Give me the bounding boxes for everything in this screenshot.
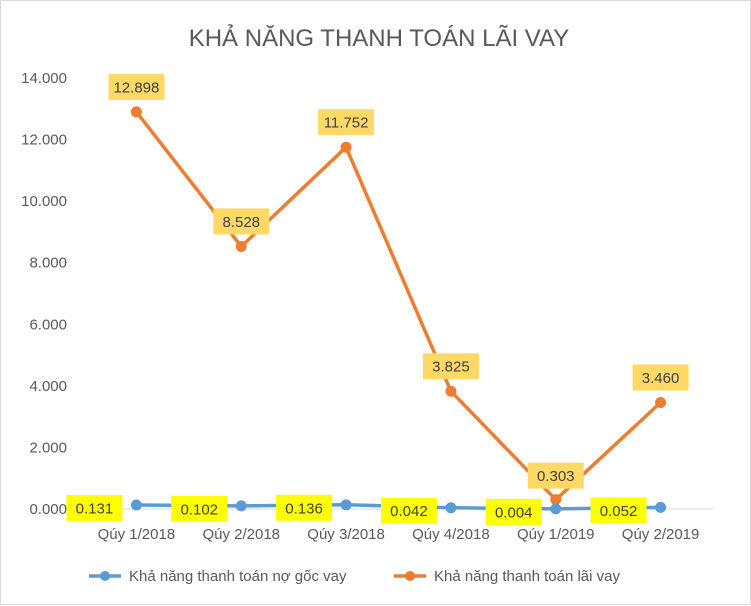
data-label: 8.528: [222, 214, 260, 231]
x-tick-label: Qúy 4/2018: [412, 526, 490, 543]
x-tick-label: Qúy 3/2018: [307, 526, 385, 543]
data-label-box: [276, 494, 333, 521]
data-label-box: [213, 208, 270, 235]
chart-title: KHẢ NĂNG THANH TOÁN LÃI VAY: [189, 23, 570, 52]
data-label-box: [527, 462, 584, 489]
data-label-box: [485, 498, 542, 525]
y-tick-label: 0.000: [29, 501, 67, 518]
data-point: [550, 494, 562, 506]
data-label-box: [171, 495, 228, 522]
data-label-box: [632, 364, 689, 391]
x-tick-label: Qúy 1/2018: [98, 526, 176, 543]
data-label: 3.825: [432, 359, 470, 376]
data-label-box: [590, 497, 647, 524]
data-label-box: [318, 109, 375, 136]
series-layer: [130, 106, 667, 515]
y-tick-label: 6.000: [29, 316, 67, 333]
data-label: 0.052: [600, 503, 638, 520]
x-tick-label: Qúy 1/2019: [517, 526, 595, 543]
y-tick-label: 10.000: [21, 193, 67, 210]
data-label: 0.004: [495, 504, 533, 521]
data-point: [550, 503, 562, 515]
data-labels: 0.131 0.102 0.136 0.042 0.004 0.052 12.898 8.52…: [66, 73, 689, 525]
data-label: 0.102: [180, 501, 218, 518]
y-tick-label: 8.000: [29, 255, 67, 272]
data-label-box: [422, 353, 479, 380]
data-label: 3.460: [642, 370, 680, 387]
data-point: [130, 499, 142, 511]
data-label: 11.752: [324, 115, 369, 132]
data-point: [655, 396, 667, 408]
data-label: 0.042: [390, 503, 428, 520]
data-label: 0.131: [76, 500, 114, 517]
series-line: [134, 110, 663, 502]
legend: Khả năng thanh toán nợ gốc vay Khả năng t…: [89, 568, 620, 585]
data-label-box: [66, 494, 123, 521]
data-point: [340, 141, 352, 153]
data-point: [445, 385, 457, 397]
data-point: [655, 501, 667, 513]
data-point: [235, 500, 247, 512]
y-tick-label: 14.000: [21, 70, 67, 87]
data-label-box: [108, 73, 165, 100]
data-label-box: [380, 497, 437, 524]
data-point: [340, 499, 352, 511]
legend-label: Khả năng thanh toán lãi vay: [434, 568, 620, 585]
x-tick-label: Qúy 2/2019: [622, 526, 700, 543]
legend-marker: [405, 571, 415, 581]
data-label: 0.303: [537, 468, 575, 485]
data-point: [445, 502, 457, 514]
y-tick-label: 4.000: [29, 378, 67, 395]
y-tick-label: 2.000: [29, 439, 67, 456]
legend-marker: [100, 571, 110, 581]
y-tick-label: 12.000: [21, 132, 67, 149]
data-point: [130, 106, 142, 118]
x-tick-label: Qúy 2/2018: [202, 526, 280, 543]
legend-label: Khả năng thanh toán nợ gốc vay: [129, 568, 347, 585]
data-point: [235, 240, 247, 252]
data-label: 12.898: [113, 79, 159, 96]
data-label: 0.136: [285, 500, 323, 517]
axes: 0.000 2.000 4.000 6.000 8.000 10.000 12.000 14.…: [21, 70, 713, 543]
